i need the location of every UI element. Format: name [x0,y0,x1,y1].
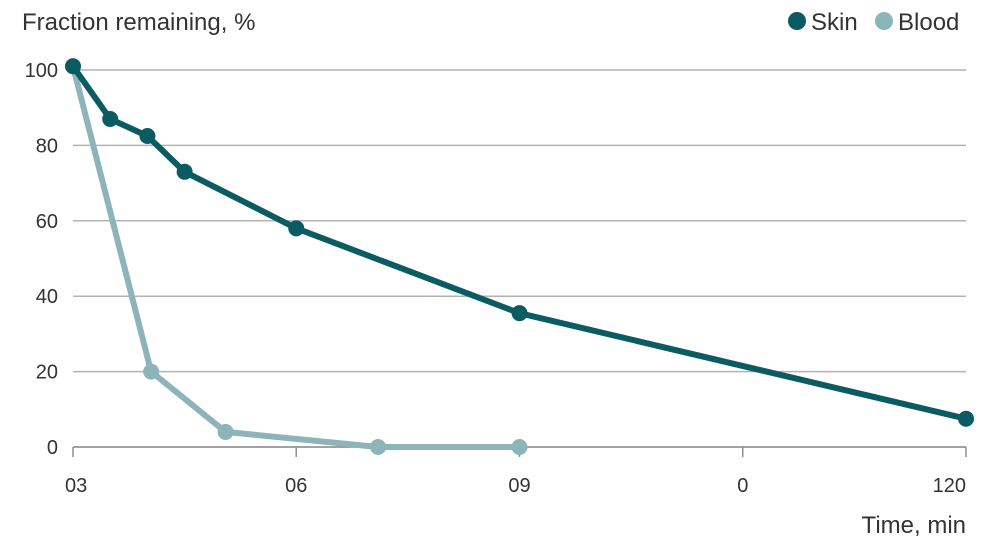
y-tick-label: 0 [47,437,58,459]
x-tick-label: 09 [508,475,530,497]
data-point-skin [511,305,528,322]
data-point-skin [958,410,974,427]
data-point-skin [176,163,193,180]
legend-label-blood: Blood [898,9,959,36]
data-point-blood [511,439,528,455]
x-tick-label: 03 [65,475,87,497]
data-point-skin [139,127,156,144]
data-point-blood [217,423,234,440]
x-tick-labels: 03 06 09 0 120 [65,475,966,497]
y-tick-label: 40 [36,286,58,308]
data-point-blood [143,363,160,380]
legend-label-skin: Skin [811,9,858,36]
y-tick-labels: 0 20 40 60 80 100 [25,60,58,459]
data-point-skin [65,58,81,75]
y-axis-title: Fraction remaining, % [22,9,255,36]
gridlines [73,69,966,448]
y-tick-label: 20 [36,362,58,384]
series-line-blood [70,63,523,450]
x-tick-label: 06 [285,475,307,497]
data-point-skin [288,220,305,237]
legend-marker-blood [875,12,893,30]
y-tick-label: 60 [36,211,58,233]
legend-marker-skin [788,12,806,30]
data-point-skin [102,111,119,128]
series-line-skin [70,63,969,422]
x-tick-label: 120 [933,475,966,497]
legend: Skin Blood [788,9,959,36]
y-tick-label: 100 [25,60,58,82]
data-point-blood [370,439,387,455]
x-axis-title: Time, min [862,512,966,536]
y-tick-label: 80 [36,135,58,157]
x-tick-label: 0 [737,475,748,497]
series-layer [65,58,974,455]
